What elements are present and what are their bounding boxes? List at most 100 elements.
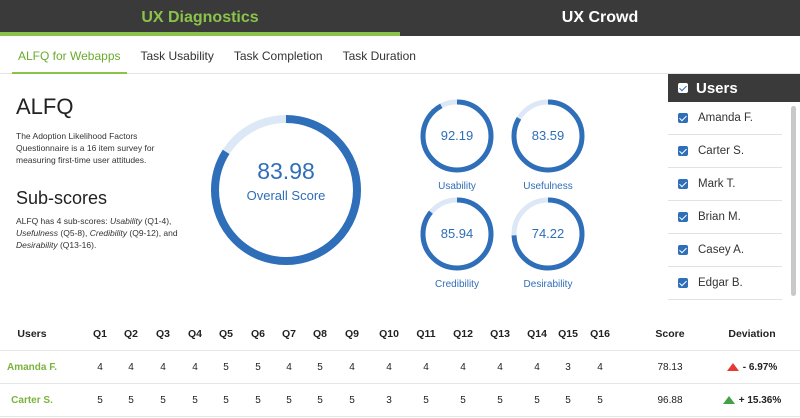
column-header: Q5 — [218, 328, 233, 340]
column-header: Q4 — [187, 328, 202, 340]
column-header: Deviation — [728, 328, 776, 340]
column-header: Users — [17, 328, 47, 340]
table-row: Carter S. 5 5 5 5 5 5 5 5 5 3 5 5 5 5 5 5 96.88 + 15.36% — [0, 384, 800, 417]
user-item[interactable]: Amanda F. — [668, 102, 782, 135]
row-user-name[interactable]: Carter S. — [11, 395, 53, 406]
answer-cell: 5 — [460, 395, 466, 406]
table-row: Amanda F. 4 4 4 4 5 5 4 5 4 4 4 4 4 4 3 4 78.13 - 6.97% — [0, 351, 800, 384]
column-header: Q14 — [527, 328, 547, 340]
column-header: Q12 — [453, 328, 473, 340]
answer-cell: 5 — [534, 395, 540, 406]
subscore-term: Desirability — [16, 240, 58, 250]
answer-cell: 5 — [597, 395, 603, 406]
answer-cell: 4 — [128, 362, 134, 373]
top-nav: UX Diagnostics UX Crowd — [0, 0, 800, 36]
column-header: Q6 — [250, 328, 265, 340]
select-all-checkbox-icon[interactable] — [678, 83, 688, 93]
subscore-range: (Q13-16). — [57, 240, 97, 250]
column-header: Q3 — [155, 328, 170, 340]
subscore-range: (Q5-8), — [58, 228, 90, 238]
deviation-cell: + 15.36% — [712, 384, 792, 417]
users-header[interactable]: Users — [668, 74, 800, 102]
answer-cell: 5 — [565, 395, 571, 406]
user-item[interactable]: Casey A. — [668, 234, 782, 267]
user-item[interactable]: Brian M. — [668, 201, 782, 234]
user-name: Mark T. — [698, 178, 736, 190]
user-name: Amanda F. — [698, 112, 753, 124]
usefulness-gauge: 83.59 — [510, 98, 586, 174]
answer-cell: 4 — [386, 362, 392, 373]
subscore-term: Usability — [110, 216, 143, 226]
desirability-ring — [511, 197, 585, 271]
users-title: Users — [696, 79, 738, 97]
gauge-arc — [511, 197, 585, 271]
trend-down-icon — [726, 363, 739, 372]
row-user-name[interactable]: Amanda F. — [6, 362, 57, 373]
answer-cell: 5 — [317, 362, 323, 373]
tab-alfq-for-webapps[interactable]: ALFQ for Webapps — [12, 36, 127, 74]
tab-ux-diagnostics[interactable]: UX Diagnostics — [0, 0, 400, 36]
gauge-arc — [420, 99, 494, 173]
score-cell: 96.88 — [657, 395, 683, 406]
answer-cell: 4 — [286, 362, 292, 373]
usability-value: 92.19 — [440, 128, 474, 143]
gauge-arc — [211, 115, 361, 265]
tab-ux-crowd[interactable]: UX Crowd — [400, 0, 800, 36]
usefulness-value: 83.59 — [531, 128, 565, 143]
subscore-term: Usefulness — [16, 228, 59, 238]
answer-cell: 3 — [565, 362, 571, 373]
checkbox-icon[interactable] — [678, 113, 688, 123]
gauge-arc — [511, 99, 585, 173]
answer-cell: 4 — [192, 362, 198, 373]
checkbox-icon[interactable] — [678, 245, 688, 255]
desirability-gauge: 74.22 — [510, 196, 586, 272]
answer-cell: 4 — [597, 362, 603, 373]
user-name: Casey A. — [698, 244, 745, 256]
column-header: Q2 — [123, 328, 138, 340]
user-name: Carter S. — [698, 145, 745, 157]
credibility-ring — [420, 197, 494, 271]
overall-score-ring — [211, 115, 361, 265]
column-header: Q9 — [344, 328, 359, 340]
subscores-intro: ALFQ has 4 sub-scores: — [16, 216, 111, 226]
usability-gauge: 92.19 — [419, 98, 495, 174]
usability-label: Usability — [438, 181, 476, 192]
credibility-value: 85.94 — [440, 226, 474, 241]
info-panel: ALFQ The Adoption Likelihood Factors Que… — [16, 94, 188, 251]
answer-cell: 5 — [128, 395, 134, 406]
user-item[interactable]: Edgar B. — [668, 267, 782, 300]
users-panel: Users Amanda F. Carter S. Mark T. Brian … — [668, 74, 800, 300]
score-cell: 78.13 — [657, 362, 683, 373]
subscore-term: Credibility — [89, 228, 128, 238]
table-header-row: Users Q1 Q2 Q3 Q4 Q5 Q6 Q7 Q8 Q9 Q10 Q11 Q12 Q13 Q14 Q1… — [0, 318, 800, 351]
answer-cell: 4 — [160, 362, 166, 373]
checkbox-icon[interactable] — [678, 278, 688, 288]
tab-task-duration[interactable]: Task Duration — [342, 48, 416, 63]
overall-score-gauge: 83.98 Overall Score — [208, 112, 364, 268]
results-table: Users Q1 Q2 Q3 Q4 Q5 Q6 Q7 Q8 Q9 Q10 Q11 Q12 Q13 Q14 Q1… — [0, 318, 800, 417]
answer-cell: 5 — [255, 362, 261, 373]
desirability-value: 74.22 — [531, 226, 565, 241]
users-scrollbar[interactable] — [791, 106, 796, 296]
answer-cell: 5 — [286, 395, 292, 406]
subscore-range: (Q1-4), — [142, 216, 172, 226]
tab-task-usability[interactable]: Task Usability — [140, 48, 214, 63]
deviation-cell: - 6.97% — [712, 351, 792, 384]
checkbox-icon[interactable] — [678, 179, 688, 189]
user-item[interactable]: Mark T. — [668, 168, 782, 201]
column-header: Q11 — [416, 328, 436, 340]
column-header: Q13 — [490, 328, 510, 340]
answer-cell: 5 — [317, 395, 323, 406]
answer-cell: 3 — [386, 395, 392, 406]
answer-cell: 4 — [497, 362, 503, 373]
checkbox-icon[interactable] — [678, 212, 688, 222]
answer-cell: 5 — [192, 395, 198, 406]
tab-task-completion[interactable]: Task Completion — [233, 48, 323, 63]
checkbox-icon[interactable] — [678, 146, 688, 156]
trend-up-icon — [722, 396, 735, 405]
answer-cell: 4 — [423, 362, 429, 373]
column-header: Q7 — [281, 328, 296, 340]
description: The Adoption Likelihood Factors Question… — [16, 131, 155, 165]
user-item[interactable]: Carter S. — [668, 135, 782, 168]
column-header: Score — [655, 328, 685, 340]
